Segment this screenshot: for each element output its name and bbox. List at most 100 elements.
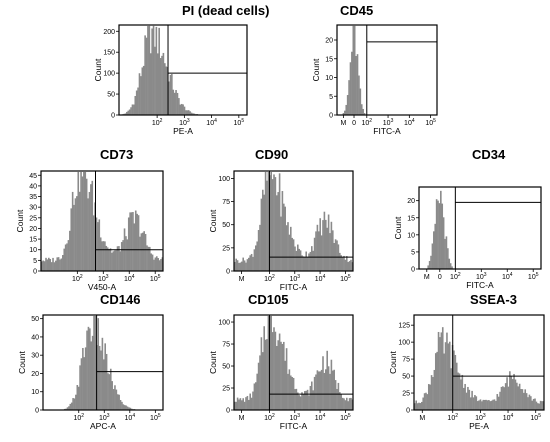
histogram-bin (104, 241, 106, 271)
y-tick-label: 15 (325, 56, 333, 63)
histogram-bin (252, 256, 254, 271)
histogram-bin (130, 107, 132, 115)
histogram-bin (355, 56, 357, 115)
histogram-bin (292, 239, 295, 271)
histogram-bin (422, 397, 424, 410)
histogram-bin (151, 254, 154, 271)
histogram-bin (320, 369, 323, 410)
histogram-bin (94, 315, 97, 410)
x-tick-exponent: 3 (483, 413, 486, 419)
histogram-bin (318, 371, 320, 410)
histogram-bin (306, 257, 309, 271)
histogram-bin (116, 246, 119, 271)
histogram-bin (281, 343, 284, 410)
histogram-bin (73, 204, 75, 271)
histogram-bin (350, 397, 352, 410)
histogram-bin (325, 219, 327, 271)
histogram-bin (342, 112, 345, 115)
histogram-bin (337, 244, 340, 271)
histogram-bin (350, 259, 352, 271)
x-tick-label: 105 (150, 274, 161, 283)
histogram-bin (308, 395, 310, 410)
histogram-bin (116, 394, 119, 410)
histogram-bin (140, 76, 142, 115)
histogram-bin (185, 110, 187, 115)
histogram-bin (330, 221, 333, 271)
x-tick-exponent: 3 (484, 272, 487, 278)
y-tick-label: 5 (33, 258, 37, 265)
histogram-bin (329, 233, 331, 271)
histogram-bin (151, 28, 153, 115)
histogram-bin (156, 53, 159, 115)
histogram-bin (255, 382, 257, 410)
histogram-bin (129, 407, 132, 410)
histogram-bin (288, 369, 291, 410)
histogram-bin (333, 369, 335, 410)
histogram-bin (50, 262, 53, 271)
chart-title: CD73 (100, 147, 133, 162)
x-tick-label: 102 (264, 413, 275, 422)
x-tick-label: 103 (289, 413, 300, 422)
histogram-bin (69, 403, 72, 410)
histogram-bin (323, 372, 326, 410)
histogram-bin (359, 88, 362, 115)
x-tick-exponent: 4 (511, 413, 514, 419)
histogram-bin (341, 397, 344, 410)
histogram-bin (98, 345, 101, 410)
histogram-bin (506, 377, 508, 410)
histogram-bin (313, 376, 316, 410)
histogram-bin (256, 241, 258, 271)
histogram-bin (172, 89, 175, 115)
histogram-bin (343, 255, 345, 271)
histogram-bin (425, 392, 427, 410)
histogram-bin (104, 343, 106, 410)
histogram-bin (439, 337, 441, 410)
histogram-bin (107, 373, 109, 410)
histogram-bin (446, 332, 448, 410)
histogram-bin (121, 401, 123, 410)
histogram-bin (186, 110, 189, 115)
chart-title: CD90 (255, 147, 288, 162)
x-tick-label: 102 (361, 118, 372, 127)
histogram-bin (178, 98, 180, 115)
y-tick-label: 5 (411, 249, 415, 256)
histogram-bin (316, 370, 319, 410)
histogram-bin (285, 348, 288, 410)
histogram-bin (123, 405, 126, 410)
histogram-bin (241, 261, 243, 271)
histogram-bin (271, 332, 274, 410)
histogram-bin (74, 198, 77, 271)
histogram-bin (68, 406, 70, 410)
x-tick-label: 102 (447, 413, 458, 422)
histogram-bin (428, 260, 431, 269)
histogram-bin (448, 258, 451, 269)
histogram-bin (128, 407, 130, 410)
histogram-bin (149, 53, 152, 115)
x-tick-label: 105 (425, 118, 436, 127)
histogram-bin (358, 75, 360, 115)
x-tick-exponent: 3 (297, 274, 300, 280)
histogram-bin (349, 62, 352, 115)
histogram-bin (420, 401, 423, 410)
histogram-bin (326, 227, 328, 271)
y-tick-label: 75 (222, 342, 230, 349)
x-tick-label: 102 (152, 118, 163, 127)
histogram-bin (339, 392, 341, 410)
histogram-bin (334, 239, 337, 271)
histogram-bin (306, 389, 309, 410)
histogram-bin (348, 261, 351, 271)
y-tick-label: 10 (29, 247, 37, 254)
histogram-bin (435, 199, 438, 269)
panel-cd146: CD146 0 10 20 30 40 50 102 103 104 105 APC-A Count (17, 292, 164, 431)
histogram-bin (66, 243, 68, 271)
histogram-bin (159, 58, 162, 115)
histogram-bin (95, 217, 98, 271)
histogram-bin (332, 230, 334, 271)
y-axis-label: Count (208, 351, 218, 374)
histogram-bin (131, 104, 134, 115)
histogram-bin (63, 248, 66, 271)
y-tick-label: 10 (407, 232, 415, 239)
histogram-bin (415, 400, 417, 410)
histogram-bin (482, 399, 485, 410)
x-tick-exponent: 2 (272, 274, 275, 280)
